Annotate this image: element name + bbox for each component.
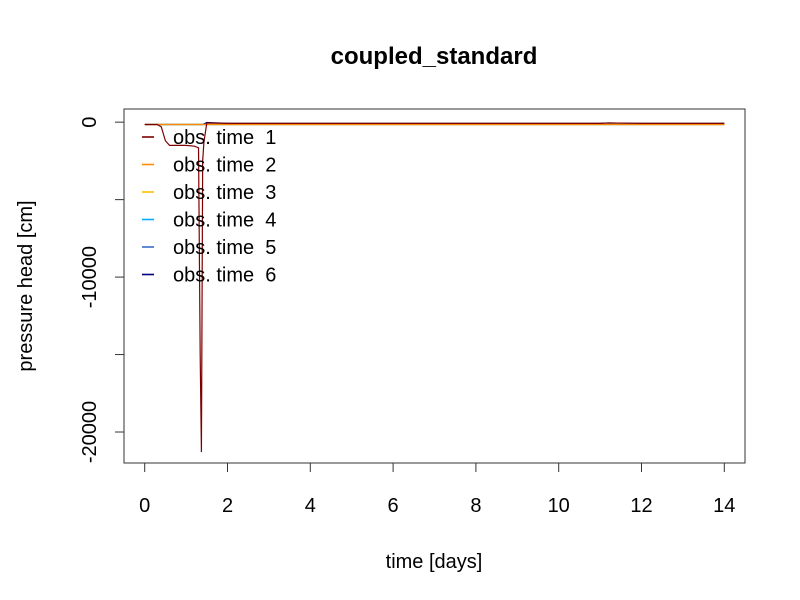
x-tick-label: 12 — [630, 495, 652, 517]
x-tick-label: 10 — [548, 495, 570, 517]
x-tick-label: 6 — [388, 495, 399, 517]
series-line-1 — [144, 122, 725, 453]
x-tick-label: 2 — [222, 495, 233, 517]
x-tick-label: 14 — [713, 495, 735, 517]
y-tick-label: -20000 — [79, 401, 101, 463]
legend: obs. time 1 obs. time 2 obs. time 3 obs. ti… — [142, 127, 276, 287]
y-tick-label: -10000 — [79, 246, 101, 308]
y-tick-label: 0 — [79, 117, 101, 128]
legend-label-2: obs. time 2 — [173, 155, 276, 177]
legend-label-5: obs. time 5 — [173, 237, 276, 259]
x-tick-label: 0 — [139, 495, 150, 517]
legend-label-4: obs. time 4 — [173, 210, 276, 232]
chart-title: coupled_standard — [331, 43, 538, 70]
y-axis-label: pressure head [cm] — [15, 200, 37, 371]
legend-label-1: obs. time 1 — [173, 127, 276, 149]
x-axis: 0 2 4 6 8 10 12 14 — [139, 462, 735, 517]
x-tick-label: 8 — [470, 495, 481, 517]
legend-label-6: obs. time 6 — [173, 265, 276, 287]
y-axis: 0 -10000 -20000 — [79, 117, 125, 463]
x-axis-label: time [days] — [386, 551, 483, 573]
series-layer — [144, 121, 725, 453]
legend-label-3: obs. time 3 — [173, 182, 276, 204]
x-tick-label: 4 — [305, 495, 316, 517]
